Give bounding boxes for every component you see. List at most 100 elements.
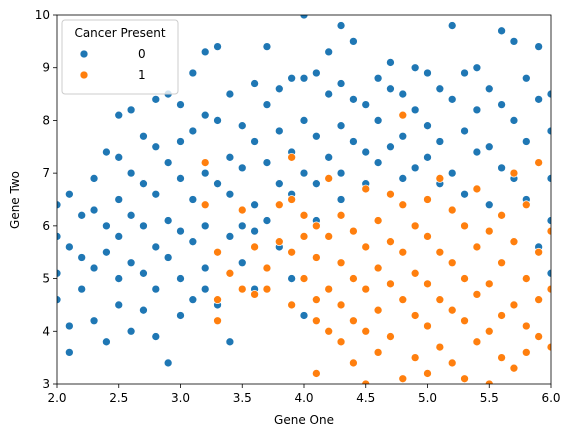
- point: [349, 94, 358, 104]
- point: [312, 316, 321, 326]
- point: [57, 295, 62, 305]
- point: [64, 321, 74, 331]
- point: [64, 189, 74, 199]
- point: [386, 84, 395, 94]
- y-tick-label: 3: [42, 377, 50, 391]
- point: [410, 268, 420, 278]
- point: [237, 121, 247, 131]
- point: [497, 26, 506, 36]
- point: [534, 42, 544, 51]
- x-axis-label: Gene One: [274, 413, 334, 427]
- y-tick-label: 9: [42, 61, 50, 75]
- point: [546, 342, 551, 352]
- point: [497, 100, 506, 109]
- point: [89, 263, 99, 273]
- point: [398, 174, 408, 183]
- y-tick-label: 8: [42, 113, 50, 127]
- point: [126, 168, 136, 178]
- point: [57, 232, 62, 241]
- point: [349, 226, 358, 236]
- point: [176, 226, 185, 236]
- point: [287, 73, 296, 83]
- point: [373, 263, 383, 273]
- point: [213, 295, 222, 305]
- point: [163, 216, 173, 225]
- point: [373, 348, 383, 357]
- point: [139, 179, 148, 189]
- point: [423, 152, 432, 162]
- legend-title: Cancer Present: [74, 26, 165, 40]
- point: [423, 369, 432, 378]
- point: [472, 105, 482, 115]
- point: [250, 290, 259, 299]
- point: [151, 284, 161, 294]
- point: [546, 216, 551, 225]
- point: [188, 295, 198, 305]
- point: [102, 337, 111, 347]
- point: [114, 232, 124, 241]
- point: [312, 179, 321, 189]
- point: [139, 268, 148, 278]
- point: [287, 300, 296, 310]
- x-tick-label: 5.5: [480, 391, 499, 405]
- point: [324, 284, 334, 294]
- point: [423, 68, 432, 78]
- point: [299, 73, 309, 83]
- point: [274, 84, 284, 94]
- point: [373, 116, 383, 125]
- y-axis-label: Gene Two: [8, 171, 22, 229]
- point: [336, 79, 346, 88]
- point: [447, 358, 457, 368]
- point: [262, 100, 272, 109]
- point: [114, 110, 124, 120]
- point: [410, 63, 420, 73]
- point: [324, 152, 334, 162]
- point: [484, 379, 494, 384]
- point: [312, 131, 321, 141]
- point: [114, 152, 124, 162]
- point: [435, 174, 445, 183]
- point: [534, 247, 544, 257]
- point: [435, 84, 445, 94]
- point: [398, 247, 408, 257]
- point: [398, 374, 408, 384]
- point: [139, 305, 148, 315]
- point: [386, 142, 395, 152]
- point: [460, 374, 469, 384]
- y-tick-label: 4: [42, 324, 50, 338]
- point: [299, 168, 309, 178]
- point: [200, 200, 210, 210]
- point: [410, 311, 420, 320]
- point: [77, 253, 87, 262]
- point: [237, 205, 247, 215]
- point: [534, 158, 544, 167]
- point: [460, 126, 469, 136]
- point: [262, 216, 272, 225]
- point: [472, 242, 482, 252]
- point: [237, 221, 247, 231]
- point: [336, 210, 346, 220]
- point: [484, 84, 494, 94]
- x-tick-label: 5.0: [418, 391, 437, 405]
- point: [250, 137, 259, 146]
- point: [237, 163, 247, 173]
- point: [336, 337, 346, 347]
- point: [287, 152, 296, 162]
- point: [102, 147, 111, 157]
- point: [460, 274, 469, 283]
- y-tick-label: 6: [42, 219, 50, 233]
- point: [386, 332, 395, 341]
- point: [398, 110, 408, 120]
- point: [287, 195, 296, 204]
- point: [89, 174, 99, 183]
- point: [213, 42, 222, 51]
- point: [447, 205, 457, 215]
- point: [274, 126, 284, 136]
- point: [312, 221, 321, 231]
- point: [361, 242, 371, 252]
- point: [423, 121, 432, 131]
- y-tick-label: 5: [42, 272, 50, 286]
- point: [163, 358, 173, 368]
- point: [497, 210, 506, 220]
